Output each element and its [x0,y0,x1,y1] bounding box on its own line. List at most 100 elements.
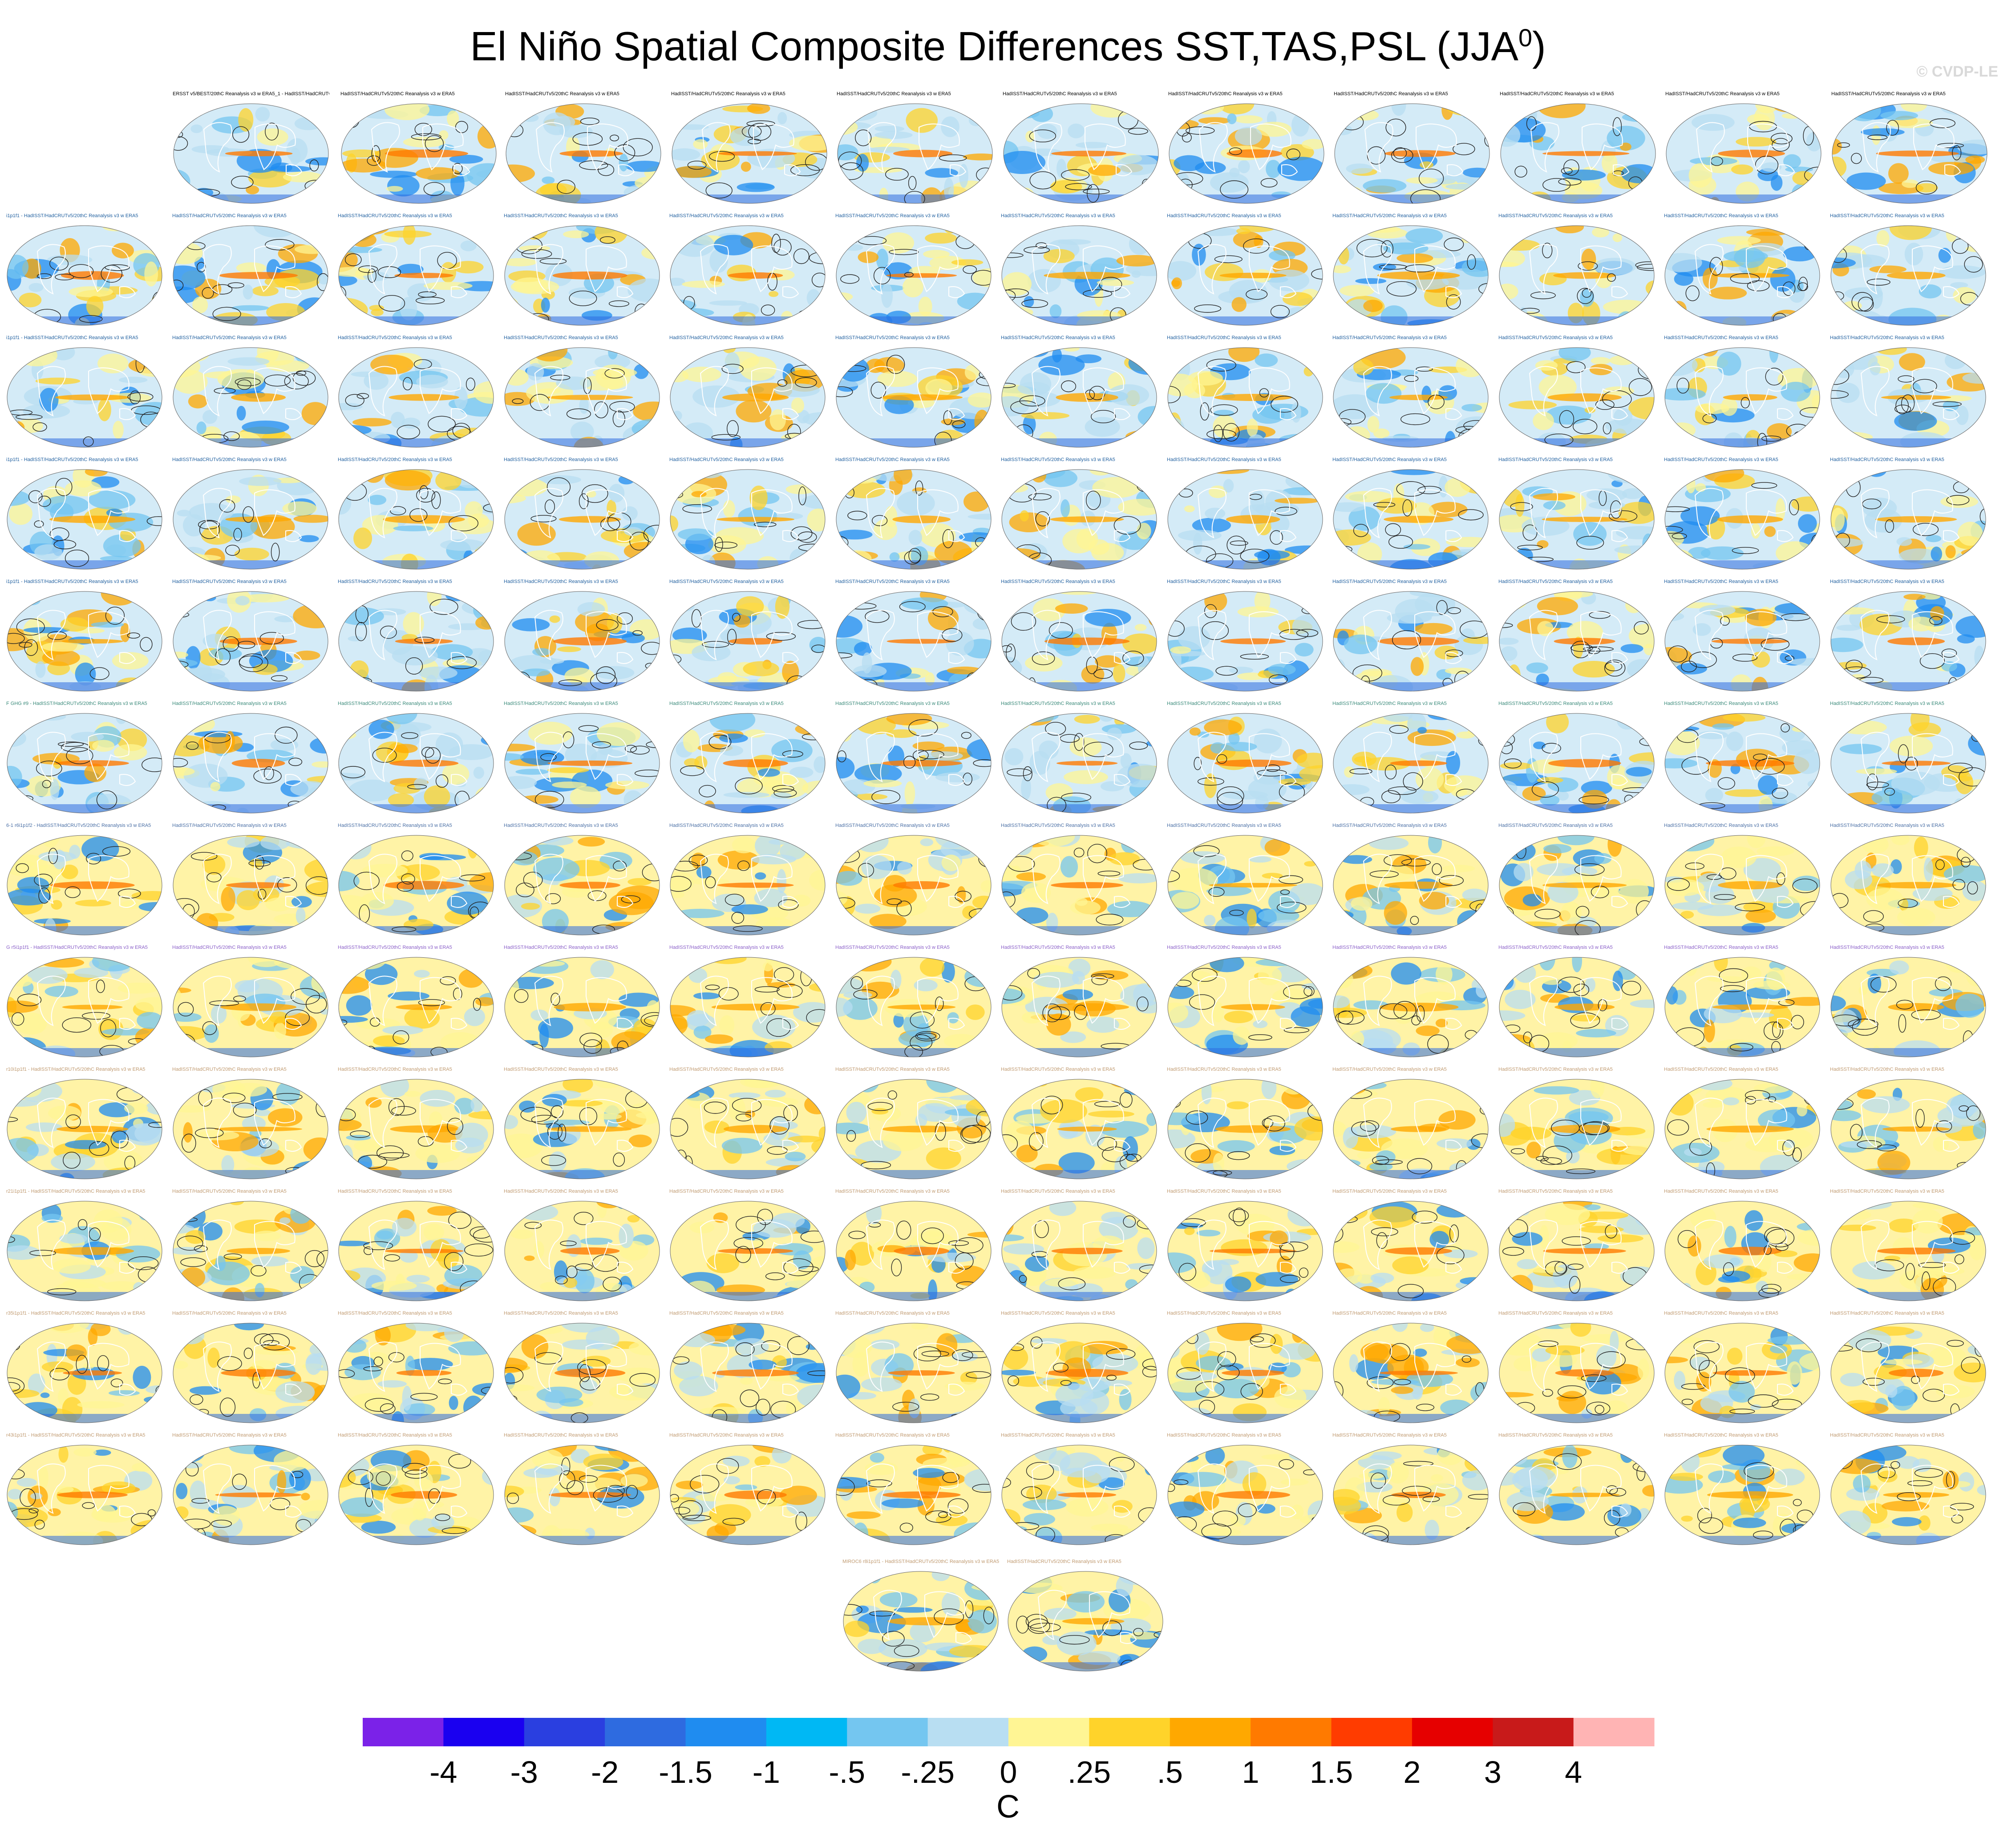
panel-label: HadISST/HadCRUTv5/20thC Reanalysis v3 w … [1167,579,1281,584]
map-panel: HadISST/HadCRUTv5/20thC Reanalysis v3 w … [172,823,329,938]
global-map-plot [1001,1444,1158,1548]
colorbar-tick-label: .25 [1068,1755,1111,1789]
colorbar-swatch [1331,1718,1413,1746]
global-map-plot [1332,1322,1489,1426]
colorbar-tick-label: -1 [753,1755,780,1789]
global-map-plot [504,1078,660,1182]
panel-label: HadISST/HadCRUTv5/20thC Reanalysis v3 w … [338,945,452,950]
map-panel: HadISST/HadCRUTv5/20thC Reanalysis v3 w … [835,579,992,694]
panel-label: HadISST/HadCRUTv5/20thC Reanalysis v3 w … [1332,1433,1447,1438]
panel-label: HadISST/HadCRUTv5/20thC Reanalysis v3 w … [1830,1189,1944,1194]
map-panel: HadISST/HadCRUTv5/20thC Reanalysis v3 w … [1332,1189,1489,1304]
panel-label: HadISST/HadCRUTv5/20thC Reanalysis v3 w … [338,335,452,340]
panel-label: HadISST/HadCRUTv5/20thC Reanalysis v3 w … [1167,213,1281,219]
colorbar-swatch [927,1718,1009,1746]
panel-label: HadISST/HadCRUTv5/20thC Reanalysis v3 w … [338,1433,452,1438]
map-panel: HadISST/HadCRUTv5/20thC Reanalysis v3 w … [504,457,660,572]
panel-label: HadISST/HadCRUTv5/20thC Reanalysis v3 w … [1332,1189,1447,1194]
panel-label: i1p1f1 - HadISST/HadCRUTv5/20thC Reanaly… [6,457,138,462]
panel-label: HadISST/HadCRUTv5/20thC Reanalysis v3 w … [1665,91,1780,97]
map-panel: HadISST/HadCRUTv5/20thC Reanalysis v3 w … [669,1311,826,1425]
panel-label: HadISST/HadCRUTv5/20thC Reanalysis v3 w … [338,579,452,584]
global-map-plot [172,469,329,572]
map-panel: HadISST/HadCRUTv5/20thC Reanalysis v3 w … [1334,91,1490,206]
panel-label: r21i1p1f1 - HadISST/HadCRUTv5/20thC Rean… [6,1189,146,1194]
panel-label: HadISST/HadCRUTv5/20thC Reanalysis v3 w … [1001,213,1115,219]
panel-label: HadISST/HadCRUTv5/20thC Reanalysis v3 w … [1664,579,1778,584]
global-map-plot [1167,1322,1324,1426]
panel-label: HadISST/HadCRUTv5/20thC Reanalysis v3 w … [172,1189,287,1194]
panel-label: HadISST/HadCRUTv5/20thC Reanalysis v3 w … [1664,1433,1778,1438]
map-panel: HadISST/HadCRUTv5/20thC Reanalysis v3 w … [1167,1067,1324,1182]
panel-label: HadISST/HadCRUTv5/20thC Reanalysis v3 w … [1664,1311,1778,1316]
panel-label: HadISST/HadCRUTv5/20thC Reanalysis v3 w … [340,91,455,97]
chart-title-text: El Niño Spatial Composite Differences SS… [470,24,1518,69]
panel-label: HadISST/HadCRUTv5/20thC Reanalysis v3 w … [835,1067,950,1072]
colorbar: -4 -3 -2 -1.5 -1 -.5 -.25 0 .25 .5 1 1.5 2 3 4 C [363,1718,1655,1825]
panel-label: HadISST/HadCRUTv5/20thC Reanalysis v3 w … [835,945,950,950]
panel-label: HadISST/HadCRUTv5/20thC Reanalysis v3 w … [835,579,950,584]
map-panel: HadISST/HadCRUTv5/20thC Reanalysis v3 w … [1830,823,1987,938]
map-panel: HadISST/HadCRUTv5/20thC Reanalysis v3 w … [669,1067,826,1182]
map-panel: HadISST/HadCRUTv5/20thC Reanalysis v3 w … [172,945,329,1060]
panel-label: HadISST/HadCRUTv5/20thC Reanalysis v3 w … [1498,945,1613,950]
map-panel: HadISST/HadCRUTv5/20thC Reanalysis v3 w … [1007,1559,1164,1674]
map-panel: i1p1f1 - HadISST/HadCRUTv5/20thC Reanaly… [6,335,163,450]
panel-label: HadISST/HadCRUTv5/20thC Reanalysis v3 w … [338,701,452,706]
panel-label: HadISST/HadCRUTv5/20thC Reanalysis v3 w … [1001,945,1115,950]
global-map-plot [6,1444,163,1548]
global-map-plot [504,713,660,816]
global-map-plot [1498,1078,1655,1182]
map-panel: HadISST/HadCRUTv5/20thC Reanalysis v3 w … [1001,1433,1158,1547]
panel-label: ERSST v5/BEST/20thC Reanalysis v3 w ERA5… [173,91,329,97]
panel-label: HadISST/HadCRUTv5/20thC Reanalysis v3 w … [1001,823,1115,828]
global-map-plot [1665,103,1822,206]
map-panel: HadISST/HadCRUTv5/20thC Reanalysis v3 w … [504,945,660,1060]
panel-label: HadISST/HadCRUTv5/20thC Reanalysis v3 w … [669,335,784,340]
global-map-plot [338,225,494,328]
global-map-plot [1334,103,1490,206]
map-panel: HadISST/HadCRUTv5/20thC Reanalysis v3 w … [172,335,329,450]
global-map-plot [671,103,828,206]
global-map-plot [1830,469,1987,572]
map-panel: HadISST/HadCRUTv5/20thC Reanalysis v3 w … [1001,1311,1158,1425]
global-map-plot [338,956,494,1060]
global-map-plot [842,1571,999,1674]
global-map-plot [1830,591,1987,694]
panel-label: HadISST/HadCRUTv5/20thC Reanalysis v3 w … [505,91,619,97]
map-panel: HadISST/HadCRUTv5/20thC Reanalysis v3 w … [1332,1433,1489,1547]
panel-label: HadISST/HadCRUTv5/20thC Reanalysis v3 w … [1498,701,1613,706]
global-map-plot [1664,347,1821,450]
colorbar-swatch [363,1718,444,1746]
colorbar-swatch [847,1718,928,1746]
map-panel: HadISST/HadCRUTv5/20thC Reanalysis v3 w … [1001,945,1158,1060]
panel-label: HadISST/HadCRUTv5/20thC Reanalysis v3 w … [504,457,618,462]
map-panel: HadISST/HadCRUTv5/20thC Reanalysis v3 w … [669,823,826,938]
map-panel: HadISST/HadCRUTv5/20thC Reanalysis v3 w … [1167,579,1324,694]
colorbar-swatch [524,1718,605,1746]
map-panel: HadISST/HadCRUTv5/20thC Reanalysis v3 w … [1498,579,1655,694]
global-map-plot [835,591,992,694]
map-panel: HadISST/HadCRUTv5/20thC Reanalysis v3 w … [1003,91,1159,206]
global-map-plot [1664,1322,1821,1426]
global-map-plot [172,1200,329,1304]
map-panel: HadISST/HadCRUTv5/20thC Reanalysis v3 w … [1001,213,1158,328]
panel-label: HadISST/HadCRUTv5/20thC Reanalysis v3 w … [338,823,452,828]
global-map-plot [172,956,329,1060]
global-map-plot [1003,103,1159,206]
global-map-plot [504,1200,660,1304]
map-panel: HadISST/HadCRUTv5/20thC Reanalysis v3 w … [1168,91,1325,206]
global-map-plot [1007,1571,1164,1674]
global-map-plot [1001,956,1158,1060]
global-map-plot [338,834,494,938]
panel-label: HadISST/HadCRUTv5/20thC Reanalysis v3 w … [1664,823,1778,828]
map-panel: F GHG #9 - HadISST/HadCRUTv5/20thC Reana… [6,701,163,816]
panel-label: HadISST/HadCRUTv5/20thC Reanalysis v3 w … [1830,823,1944,828]
global-map-plot [669,1322,826,1426]
panel-label: r10i1p1f1 - HadISST/HadCRUTv5/20thC Rean… [6,1067,146,1072]
global-map-plot [1167,1444,1324,1548]
panel-label: HadISST/HadCRUTv5/20thC Reanalysis v3 w … [1167,701,1281,706]
map-panel: HadISST/HadCRUTv5/20thC Reanalysis v3 w … [505,91,662,206]
global-map-plot [172,347,329,450]
global-map-plot [835,956,992,1060]
